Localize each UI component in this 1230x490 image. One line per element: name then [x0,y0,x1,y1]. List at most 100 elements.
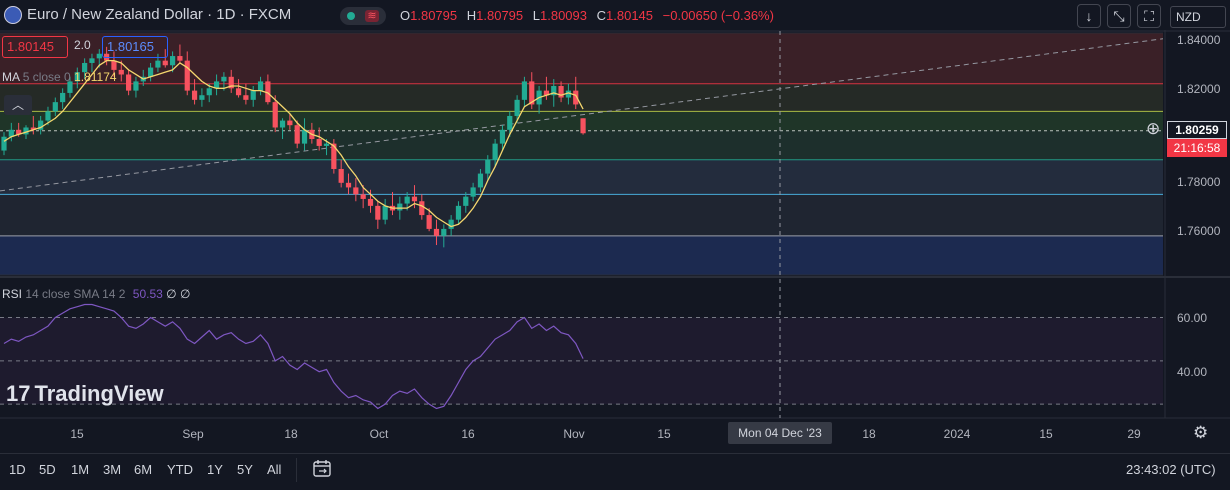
candle-body [580,118,586,134]
candle-body [507,115,513,130]
candle-body [353,187,359,195]
last-price-label: 1.80259 [1167,121,1227,139]
bar-countdown: 21:16:58 [1167,139,1227,157]
fib-band [0,194,1163,236]
candle-body [331,143,337,169]
candle-body [89,58,95,63]
fullscreen-icon[interactable]: ⛶ [1137,4,1161,28]
candle-body [133,81,139,91]
ma-legend[interactable]: MA 5 close 0 1.81174 [2,70,117,84]
rsi-extra-2: ∅ [179,287,191,301]
settings-gear-icon[interactable]: ⚙ [1193,423,1209,442]
candle-body [243,95,249,100]
spread-value: 2.0 [74,38,91,52]
candle-body [360,194,366,199]
calendar-range-icon[interactable] [312,459,334,479]
rsi-params: 14 close SMA 14 2 [25,287,126,301]
candle-body [155,60,161,68]
currency-selector[interactable]: NZD [1170,6,1226,28]
candle-body [257,81,264,91]
range-5d-button[interactable]: 5D [39,462,56,477]
candle-body [499,129,506,144]
candle-body [30,127,36,130]
candle-body [316,139,322,146]
candle-body [162,60,168,66]
candle-body [323,143,330,146]
time-axis-label: 18 [862,427,876,441]
time-axis-label: Sep [182,427,204,441]
close-label: C [596,8,607,23]
crosshair-date-label: Mon 04 Dec '23 [728,422,832,444]
close-value: 1.80145 [606,8,654,23]
candle-body [565,90,572,98]
candle-body [199,95,205,100]
candle-body [38,120,44,130]
candle-body [426,215,432,229]
candle-body [82,62,88,73]
candle-body [521,81,528,100]
candle-body [206,88,212,96]
candle-body [448,219,454,229]
add-alert-plus-icon[interactable]: ⊕ [1146,119,1161,138]
ma-value: 1.81174 [74,70,117,84]
fib-band [0,159,1163,195]
price-axis-label: 1.78000 [1177,175,1221,189]
range-1d-button[interactable]: 1D [9,462,26,477]
range-6m-button[interactable]: 6M [134,462,153,477]
range-5y-button[interactable]: 5Y [237,462,253,477]
range-all-button[interactable]: All [267,462,282,477]
candle-body [543,90,550,96]
price-axis-label: 1.84000 [1177,33,1221,47]
candle-body [477,173,484,188]
collapse-legend-chevron-icon[interactable]: ︿ [4,95,32,115]
candle-body [265,81,271,103]
expand-icon[interactable]: ⤡ [1107,4,1131,28]
buy-price-button[interactable]: 1.80165 [102,36,168,58]
time-axis-label: 15 [70,427,84,441]
rsi-line [3,303,584,410]
sell-price-button[interactable]: 1.80145 [2,36,68,58]
live-data-icon: ≋ [365,10,379,22]
range-1m-button[interactable]: 1M [71,462,90,477]
candle-body [492,143,498,160]
time-axis-label: 16 [461,427,475,441]
range-1y-button[interactable]: 1Y [207,462,223,477]
time-axis-label: 29 [1127,427,1141,441]
candle-body [551,86,557,96]
fib-band [0,235,1163,275]
rsi-axis-label: 40.00 [1177,365,1208,379]
candle-body [184,60,190,91]
candle-body [301,129,308,144]
candle-body [52,102,58,112]
range-3m-button[interactable]: 3M [103,462,122,477]
candle-body [382,205,388,220]
candle-body [419,201,425,216]
candle-body [345,182,352,188]
ma-line [3,60,584,228]
candle-body [455,205,462,220]
candle-body [529,81,535,105]
range-ytd-button[interactable]: YTD [167,462,193,477]
change-value: −0.00650 (−0.36%) [662,8,774,23]
time-axis-label: 2024 [943,427,971,441]
bottom-toolbar [0,453,1230,490]
utc-clock[interactable]: 23:43:02 (UTC) [1126,462,1216,477]
symbol-title[interactable]: Euro / New Zealand Dollar · 1D · FXCM [27,6,292,23]
arrow-down-icon[interactable]: ↓ [1077,4,1101,28]
ma-label: MA [2,70,20,84]
tradingview-logo-text: TradingView [34,381,164,406]
fib-band [0,130,1163,160]
time-axis-label: 18 [284,427,298,441]
rsi-value: 50.53 [132,287,163,301]
toolbar-divider [296,458,297,482]
candle-body [169,56,176,66]
candle-body [235,88,242,96]
candle-body [514,99,520,116]
ohlc-readout: O1.80795 H1.80795 L1.80093 C1.80145 −0.0… [400,8,780,23]
tradingview-logo[interactable]: 17 TradingView [6,381,164,407]
candle-body [74,72,80,82]
candle-body [45,111,51,121]
rsi-legend[interactable]: RSI 14 close SMA 14 2 50.53 ∅ ∅ [2,287,190,301]
candle-body [177,56,183,61]
